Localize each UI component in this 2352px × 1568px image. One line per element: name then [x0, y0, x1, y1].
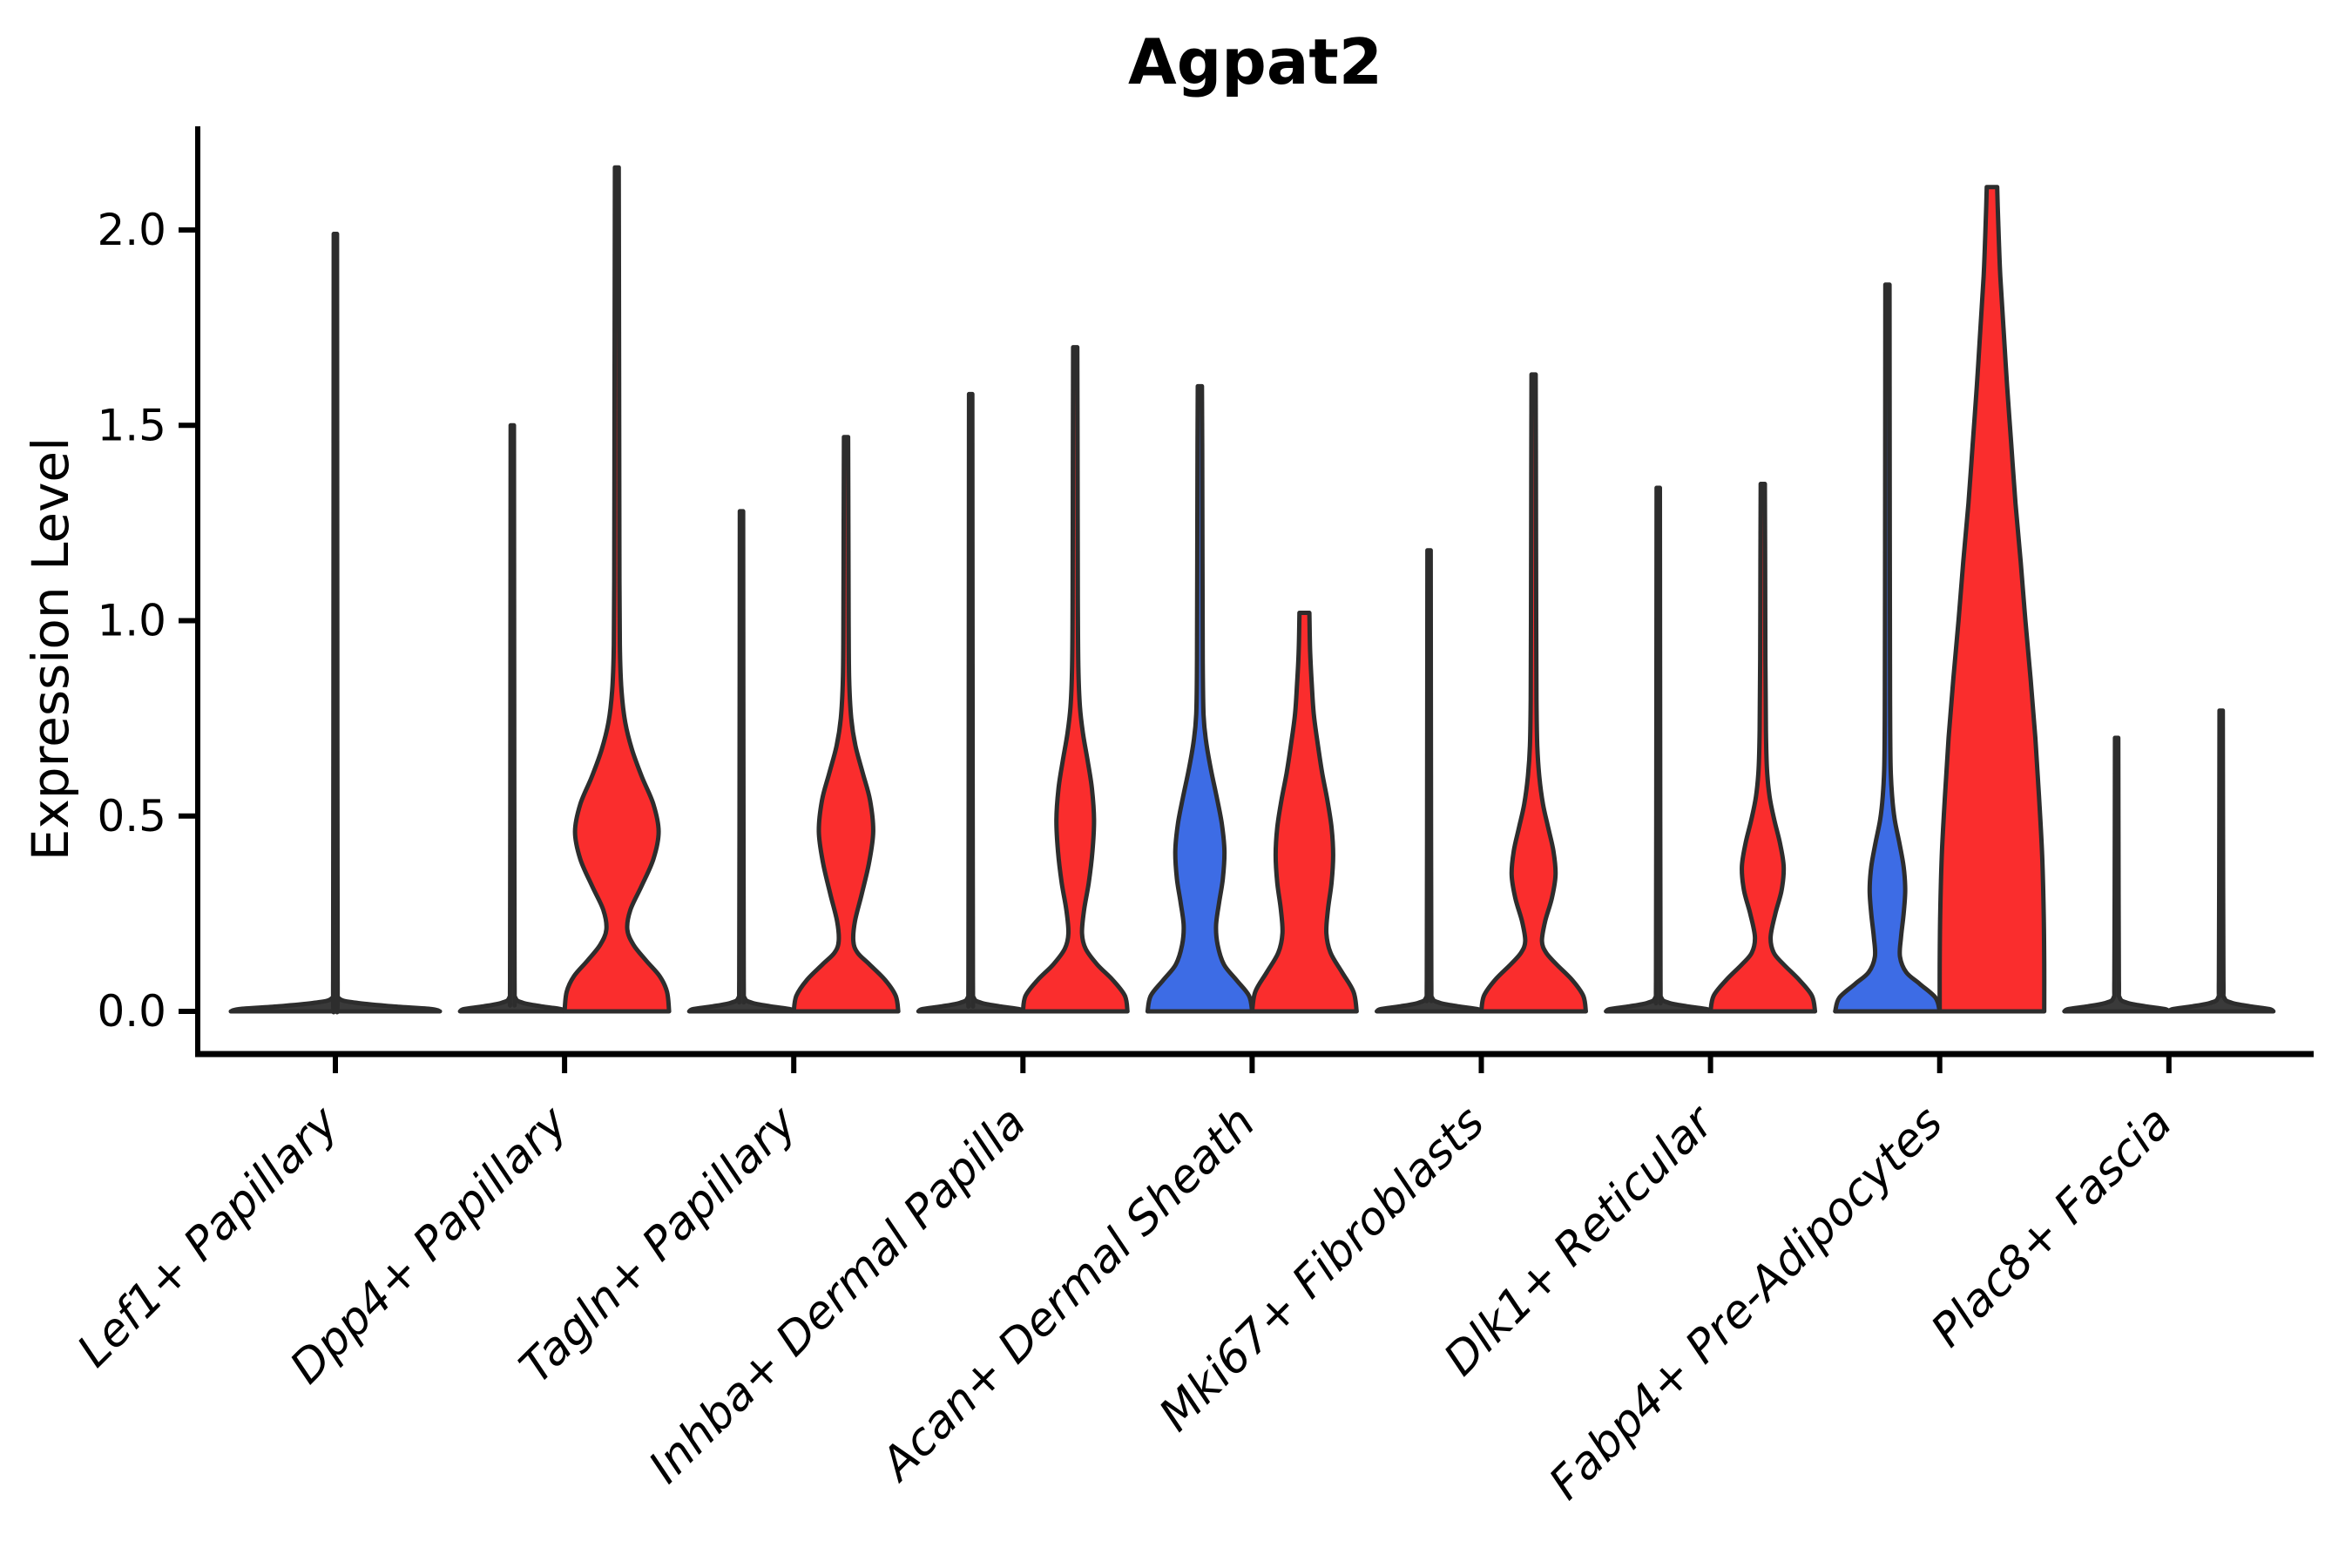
violin-8-right: [2166, 708, 2276, 1014]
x-tick-label: Plac8+ Fascia: [1922, 1097, 2182, 1357]
violin-4-left: [1145, 383, 1254, 1014]
y-axis-label: Expression Level: [21, 437, 80, 861]
y-tick-label: 1.0: [97, 596, 166, 646]
x-tick-label: Fabp4+ Pre-Adipocytes: [1539, 1097, 1953, 1511]
x-tick-label: Acan+ Dermal Sheath: [870, 1097, 1266, 1492]
violin-7-right: [1937, 185, 2047, 1014]
x-tick-label: Inhba+ Dermal Papilla: [639, 1097, 1037, 1494]
violin-0-full: [228, 232, 443, 1015]
violin-8-left: [2062, 735, 2172, 1014]
violins: [228, 165, 2276, 1015]
violin-3-left: [916, 391, 1025, 1014]
violin-6-right: [1708, 482, 1818, 1014]
y-tick-label: 2.0: [97, 205, 166, 255]
violin-1-left: [457, 422, 567, 1014]
y-tick-label: 1.5: [97, 400, 166, 450]
chart-title: Agpat2: [1128, 25, 1382, 98]
violin-6-left: [1604, 485, 1713, 1014]
violin-2-right: [791, 435, 901, 1014]
violin-1-right: [562, 165, 672, 1014]
violin-4-right: [1249, 611, 1359, 1014]
violin-7-left: [1833, 282, 1943, 1014]
violin-3-right: [1020, 345, 1130, 1014]
violin-5-right: [1479, 372, 1588, 1014]
y-tick-label: 0.0: [97, 986, 166, 1037]
violin-2-left: [686, 509, 796, 1014]
violin-5-left: [1375, 548, 1484, 1014]
y-tick-label: 0.5: [97, 791, 166, 841]
